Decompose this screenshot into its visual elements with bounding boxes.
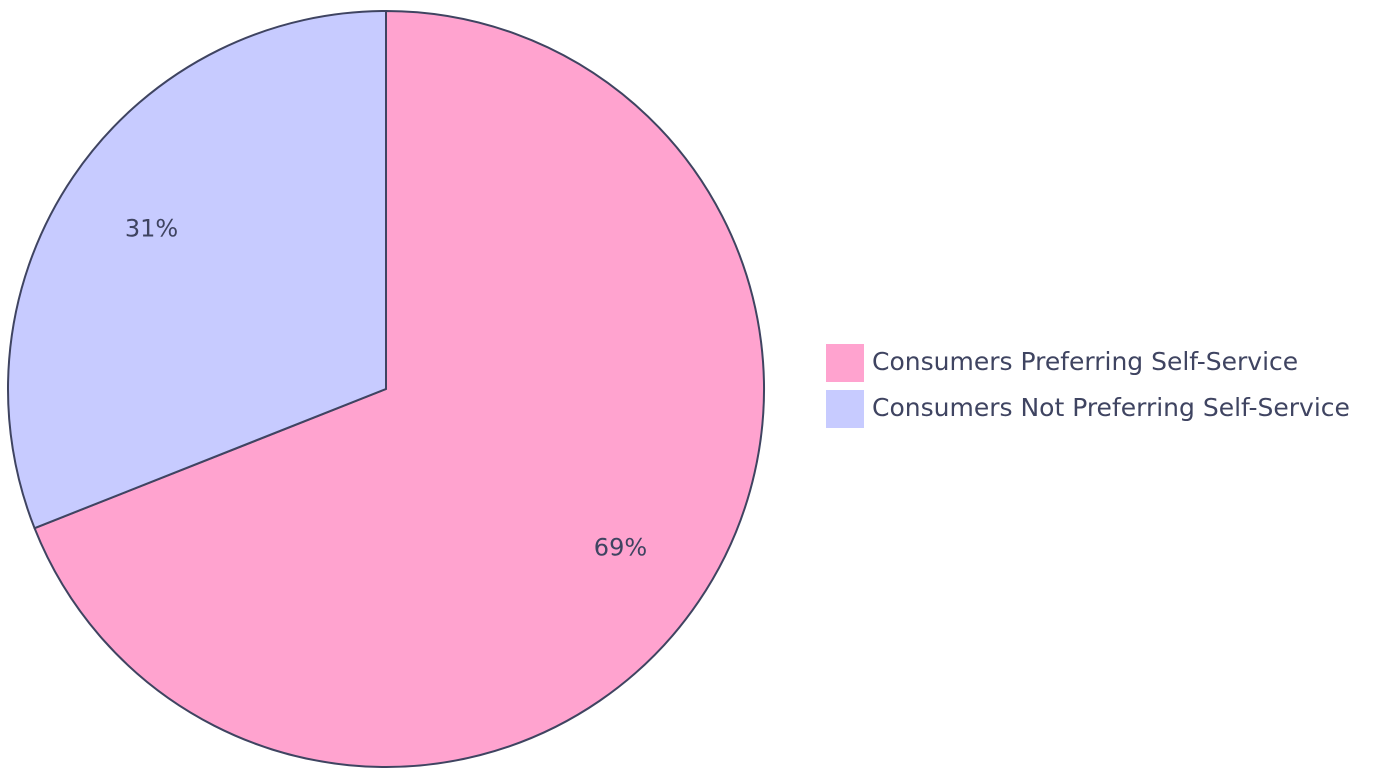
pie-slice: [7, 10, 387, 530]
pie-slice: [33, 10, 765, 768]
value-label: 69%: [594, 533, 647, 561]
legend-label: Consumers Preferring Self-Service: [872, 347, 1298, 376]
legend-swatch: [826, 390, 864, 428]
value-label: 31%: [125, 215, 178, 243]
legend-label: Consumers Not Preferring Self-Service: [872, 393, 1350, 422]
legend-swatch: [826, 344, 864, 382]
